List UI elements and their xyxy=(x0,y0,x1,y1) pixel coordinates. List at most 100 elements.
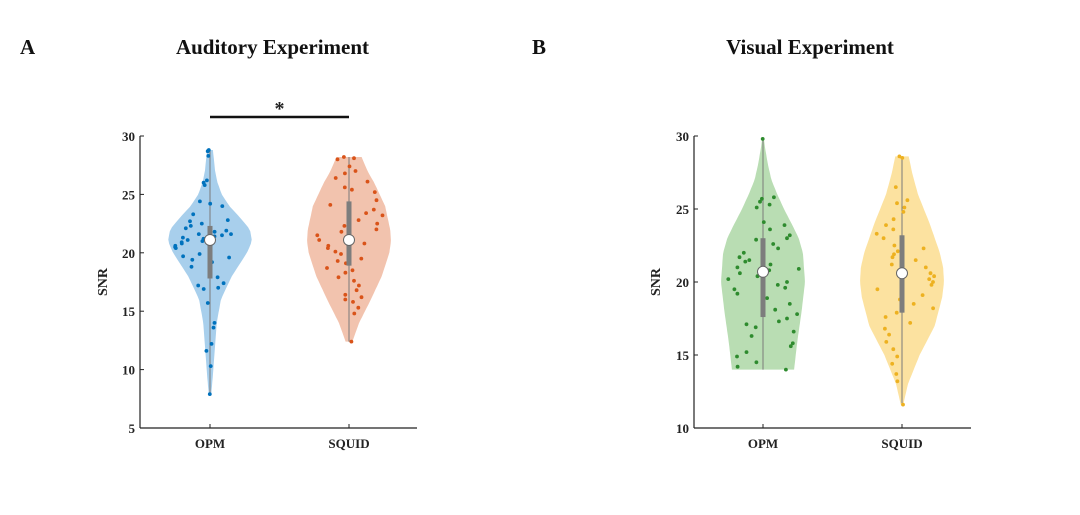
data-point xyxy=(738,271,742,276)
data-point xyxy=(328,203,333,207)
data-point xyxy=(754,205,759,210)
data-point xyxy=(892,243,897,248)
data-point xyxy=(777,319,781,324)
data-point xyxy=(928,271,933,276)
data-point xyxy=(350,268,355,273)
data-point xyxy=(893,185,898,190)
data-point xyxy=(181,254,186,259)
data-point xyxy=(785,280,789,284)
data-point xyxy=(787,302,792,306)
data-point xyxy=(224,228,229,233)
data-point xyxy=(897,154,902,159)
data-point xyxy=(365,179,370,184)
data-point xyxy=(317,238,322,242)
data-point xyxy=(212,229,217,234)
data-point xyxy=(785,236,789,241)
data-point xyxy=(920,293,925,297)
data-point xyxy=(208,364,213,368)
data-point xyxy=(772,195,776,200)
data-point xyxy=(349,339,354,344)
data-point xyxy=(347,164,352,169)
data-point xyxy=(352,278,356,283)
data-point xyxy=(891,227,896,232)
data-point xyxy=(199,221,204,226)
median-marker-opm xyxy=(757,265,769,278)
median-marker-squid xyxy=(343,233,355,246)
data-point xyxy=(179,241,184,246)
data-point xyxy=(173,246,178,251)
data-point xyxy=(215,275,220,280)
data-point xyxy=(787,233,792,238)
data-point xyxy=(371,207,376,212)
data-point xyxy=(768,262,773,267)
y-axis-label: SNR xyxy=(649,267,664,296)
data-point xyxy=(205,149,210,154)
data-point xyxy=(359,256,364,261)
data-point xyxy=(188,224,193,228)
data-point xyxy=(747,258,752,262)
data-point xyxy=(342,224,347,228)
data-point xyxy=(783,285,788,290)
data-point xyxy=(901,402,905,407)
data-point xyxy=(185,238,190,242)
data-point xyxy=(927,277,932,281)
x-tick-label-squid: SQUID xyxy=(881,436,922,451)
data-point xyxy=(753,325,758,330)
data-point xyxy=(883,326,887,331)
data-point xyxy=(198,199,202,204)
data-point xyxy=(929,283,934,287)
data-point xyxy=(905,198,910,203)
data-point xyxy=(225,218,230,223)
data-point xyxy=(356,218,361,223)
data-point xyxy=(181,235,185,240)
data-point xyxy=(211,325,216,330)
data-point xyxy=(333,249,338,254)
data-point xyxy=(895,201,899,206)
data-point xyxy=(343,297,348,302)
median-marker-opm xyxy=(204,233,216,246)
data-point xyxy=(380,213,385,218)
data-point xyxy=(202,183,207,188)
data-point xyxy=(201,287,206,291)
data-point xyxy=(229,232,233,237)
data-point xyxy=(932,274,936,279)
data-point xyxy=(352,311,357,316)
data-point xyxy=(350,187,354,192)
data-point xyxy=(212,321,217,325)
data-point xyxy=(895,354,900,359)
data-point xyxy=(353,169,358,173)
data-point xyxy=(339,252,343,256)
data-point xyxy=(188,219,192,224)
chart-title-auditory: Auditory Experiment xyxy=(175,35,370,59)
y-tick-label: 25 xyxy=(676,202,690,217)
data-point xyxy=(891,347,896,352)
data-point xyxy=(343,270,348,275)
data-point xyxy=(911,302,916,306)
data-point xyxy=(343,292,348,297)
visual-plot: 10 15 20 25 30 OPM SQUID SNR xyxy=(649,129,971,451)
panel-label-a: A xyxy=(20,35,36,59)
data-point xyxy=(374,227,379,232)
data-point xyxy=(754,237,758,242)
data-point xyxy=(205,301,210,305)
data-point xyxy=(357,283,361,288)
data-point xyxy=(902,205,907,210)
data-point xyxy=(221,281,226,286)
data-point xyxy=(913,258,918,262)
data-point xyxy=(883,315,888,319)
data-point xyxy=(364,211,368,216)
data-point xyxy=(336,275,341,280)
data-point xyxy=(796,267,801,271)
data-point xyxy=(197,252,202,256)
data-point xyxy=(890,255,895,260)
data-point xyxy=(744,350,749,354)
data-point xyxy=(895,249,900,254)
data-point xyxy=(227,255,232,260)
data-point xyxy=(737,255,742,260)
data-point xyxy=(200,239,205,244)
data-point xyxy=(196,283,201,288)
data-point xyxy=(741,250,746,255)
data-point xyxy=(771,242,776,246)
data-point xyxy=(788,344,793,349)
data-point xyxy=(325,266,329,270)
